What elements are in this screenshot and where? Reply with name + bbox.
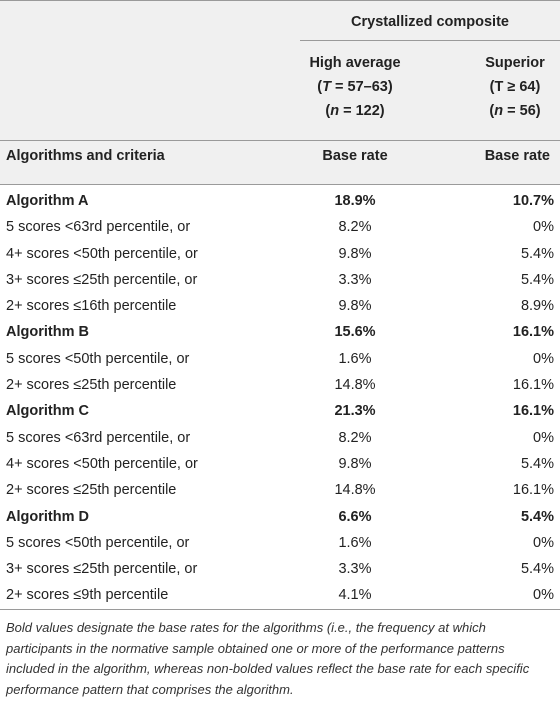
criterion-row: 2+ scores ≤16th percentile 9.8% 8.9% — [0, 293, 560, 319]
row-label: Algorithm B — [6, 324, 89, 341]
base-rate-high-average: 3.3% — [338, 271, 372, 288]
base-rate-high-average: 21.3% — [334, 403, 376, 420]
base-rate-superior: 5.4% — [520, 508, 554, 525]
row-label: 2+ scores ≤25th percentile — [6, 482, 177, 499]
criterion-row: 5 scores <63rd percentile, or 8.2% 0% — [0, 214, 560, 240]
table-footnote: Bold values designate the base rates for… — [6, 620, 530, 697]
criterion-row: 2+ scores ≤9th percentile 4.1% 0% — [0, 582, 560, 608]
row-label: 4+ scores <50th percentile, or — [6, 245, 198, 262]
base-rate-header-1: Base rate — [322, 148, 388, 164]
base-rate-high-average: 15.6% — [334, 324, 376, 341]
base-rate-high-average: 9.8% — [338, 455, 372, 472]
column-title: Superior — [485, 55, 545, 71]
column-range: (T ≥ 64) — [489, 79, 541, 95]
algorithm-row: Algorithm C 21.3% 16.1% — [0, 398, 560, 424]
row-label: Algorithm A — [6, 193, 89, 209]
base-rate-superior: 8.9% — [520, 298, 554, 315]
base-rate-high-average: 14.8% — [334, 377, 376, 394]
criterion-row: 4+ scores <50th percentile, or 9.8% 5.4% — [0, 241, 560, 267]
base-rate-superior: 16.1% — [512, 482, 554, 499]
algorithm-row: Algorithm A 18.9% 10.7% — [0, 188, 560, 214]
criterion-row: 3+ scores ≤25th percentile, or 3.3% 5.4% — [0, 267, 560, 293]
row-label: 5 scores <63rd percentile, or — [6, 429, 191, 446]
row-label: 3+ scores ≤25th percentile, or — [6, 271, 198, 288]
base-rate-superior: 0% — [533, 587, 554, 604]
row-label: 2+ scores ≤9th percentile — [6, 587, 169, 604]
criterion-row: 4+ scores <50th percentile, or 9.8% 5.4% — [0, 451, 560, 477]
base-rate-superior: 5.4% — [520, 561, 554, 578]
group-header: Crystallized composite — [351, 14, 509, 30]
base-rate-high-average: 1.6% — [338, 534, 372, 551]
column-title: High average — [309, 55, 401, 71]
base-rate-superior: 0% — [533, 534, 554, 551]
column-n: (n = 56) — [489, 103, 541, 119]
row-label: 5 scores <50th percentile, or — [6, 350, 190, 367]
row-label: 5 scores <50th percentile, or — [6, 534, 190, 551]
column-range: (T = 57–63) — [317, 79, 393, 95]
base-rate-high-average: 9.8% — [338, 298, 372, 315]
base-rate-superior: 16.1% — [512, 403, 554, 420]
row-label: Algorithm D — [6, 508, 89, 525]
column-header-superior: Superior (T ≥ 64) (n = 56) — [450, 51, 560, 123]
base-rate-superior: 0% — [533, 350, 554, 367]
criterion-row: 2+ scores ≤25th percentile 14.8% 16.1% — [0, 372, 560, 398]
table-header-band — [0, 0, 560, 185]
base-rate-high-average: 4.1% — [338, 587, 372, 604]
criterion-row: 5 scores <50th percentile, or 1.6% 0% — [0, 346, 560, 372]
table-bottom-rule — [0, 609, 560, 610]
criterion-row: 5 scores <50th percentile, or 1.6% 0% — [0, 530, 560, 556]
base-rate-high-average: 6.6% — [338, 508, 372, 525]
criterion-row: 2+ scores ≤25th percentile 14.8% 16.1% — [0, 477, 560, 503]
base-rate-high-average: 14.8% — [334, 482, 376, 499]
criterion-row: 3+ scores ≤25th percentile, or 3.3% 5.4% — [0, 556, 560, 582]
base-rate-superior: 5.4% — [520, 271, 554, 288]
base-rate-high-average: 3.3% — [338, 561, 372, 578]
row-label: 5 scores <63rd percentile, or — [6, 219, 191, 236]
base-rate-high-average: 18.9% — [334, 193, 376, 209]
base-rate-superior: 5.4% — [520, 455, 554, 472]
base-rate-high-average: 9.8% — [338, 245, 372, 262]
base-rate-header-2: Base rate — [484, 148, 550, 164]
algorithm-row: Algorithm B 15.6% 16.1% — [0, 319, 560, 345]
base-rate-superior: 10.7% — [512, 193, 554, 209]
row-label-header: Algorithms and criteria — [6, 148, 165, 164]
criterion-row: 5 scores <63rd percentile, or 8.2% 0% — [0, 425, 560, 451]
header-divider — [0, 140, 560, 141]
row-label: 4+ scores <50th percentile, or — [6, 455, 198, 472]
table-body: Algorithm A 18.9% 10.7% 5 scores <63rd perc… — [0, 188, 560, 609]
base-rate-superior: 16.1% — [512, 324, 554, 341]
base-rate-superior: 5.4% — [520, 245, 554, 262]
algorithm-row: Algorithm D 6.6% 5.4% — [0, 504, 560, 530]
group-header-rule — [300, 40, 560, 41]
row-label: 2+ scores ≤16th percentile — [6, 298, 177, 315]
base-rate-superior: 0% — [533, 429, 554, 446]
row-label: 2+ scores ≤25th percentile — [6, 377, 177, 394]
base-rate-high-average: 8.2% — [338, 429, 372, 446]
base-rate-superior: 0% — [533, 219, 554, 236]
base-rate-high-average: 8.2% — [338, 219, 372, 236]
base-rate-high-average: 1.6% — [338, 350, 372, 367]
column-n: (n = 122) — [325, 103, 385, 119]
base-rate-superior: 16.1% — [512, 377, 554, 394]
row-label: 3+ scores ≤25th percentile, or — [6, 561, 198, 578]
row-label: Algorithm C — [6, 403, 89, 420]
column-header-high-average: High average (T = 57–63) (n = 122) — [270, 51, 440, 123]
